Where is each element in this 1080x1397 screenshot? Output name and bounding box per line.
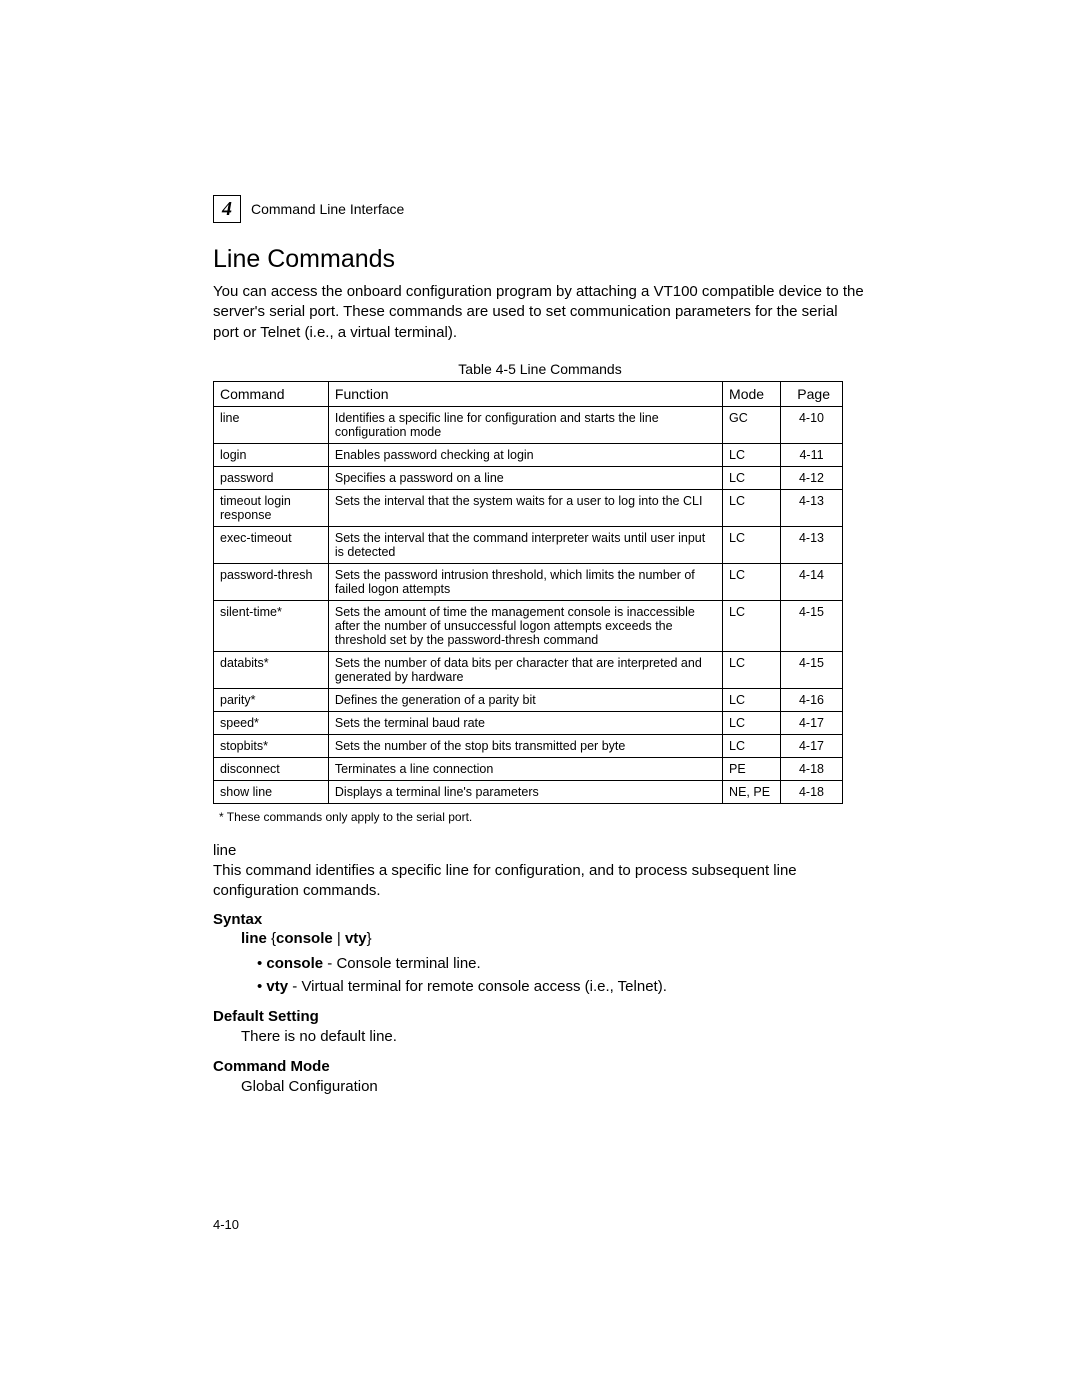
table-row: exec-timeoutSets the interval that the c… (214, 526, 843, 563)
cell-function: Identifies a specific line for configura… (328, 406, 722, 443)
cell-command: databits* (214, 651, 329, 688)
table-row: silent-time*Sets the amount of time the … (214, 600, 843, 651)
line-commands-table: Command Function Mode Page lineIdentifie… (213, 381, 843, 804)
table-row: parity*Defines the generation of a parit… (214, 688, 843, 711)
cell-page: 4-13 (781, 526, 843, 563)
cell-page: 4-12 (781, 466, 843, 489)
cell-mode: LC (723, 651, 781, 688)
cell-command: silent-time* (214, 600, 329, 651)
table-row: password-threshSets the password intrusi… (214, 563, 843, 600)
table-row: speed*Sets the terminal baud rateLC4-17 (214, 711, 843, 734)
syntax-bullet: vty - Virtual terminal for remote consol… (257, 976, 867, 999)
col-function: Function (328, 381, 722, 406)
syntax-brace-close: } (367, 930, 372, 947)
syntax-line: line {console | vty} (241, 930, 867, 947)
cell-mode: PE (723, 757, 781, 780)
command-mode-label: Command Mode (213, 1058, 867, 1075)
cell-command: stopbits* (214, 734, 329, 757)
cell-command: speed* (214, 711, 329, 734)
col-page: Page (781, 381, 843, 406)
table-footnote: * These commands only apply to the seria… (219, 810, 867, 824)
chapter-number-box: 4 (213, 195, 241, 223)
table-header-row: Command Function Mode Page (214, 381, 843, 406)
cell-function: Enables password checking at login (328, 443, 722, 466)
cell-page: 4-13 (781, 489, 843, 526)
cell-command: disconnect (214, 757, 329, 780)
cell-command: exec-timeout (214, 526, 329, 563)
cell-function: Terminates a line connection (328, 757, 722, 780)
default-setting-text: There is no default line. (241, 1027, 867, 1047)
cell-function: Displays a terminal line's parameters (328, 780, 722, 803)
chapter-title: Command Line Interface (251, 201, 404, 217)
cell-page: 4-18 (781, 780, 843, 803)
cell-mode: LC (723, 563, 781, 600)
table-row: databits*Sets the number of data bits pe… (214, 651, 843, 688)
cell-page: 4-15 (781, 600, 843, 651)
cell-command: password-thresh (214, 563, 329, 600)
cell-function: Sets the terminal baud rate (328, 711, 722, 734)
cell-command: line (214, 406, 329, 443)
cell-command: parity* (214, 688, 329, 711)
cell-mode: LC (723, 688, 781, 711)
cell-function: Sets the interval that the command inter… (328, 526, 722, 563)
cell-mode: LC (723, 526, 781, 563)
page-number: 4-10 (213, 1217, 239, 1232)
cell-mode: GC (723, 406, 781, 443)
document-page: 4 Command Line Interface Line Commands Y… (0, 0, 1080, 1397)
cell-command: password (214, 466, 329, 489)
default-setting-label: Default Setting (213, 1008, 867, 1025)
cell-page: 4-18 (781, 757, 843, 780)
syntax-opt-console: console (276, 930, 333, 947)
syntax-opt-vty: vty (345, 930, 367, 947)
table-row: loginEnables password checking at loginL… (214, 443, 843, 466)
table-row: stopbits*Sets the number of the stop bit… (214, 734, 843, 757)
cell-mode: NE, PE (723, 780, 781, 803)
cell-page: 4-14 (781, 563, 843, 600)
syntax-bullet: console - Console terminal line. (257, 953, 867, 976)
cell-mode: LC (723, 443, 781, 466)
command-description: This command identifies a specific line … (213, 861, 867, 902)
syntax-cmd: line (241, 930, 267, 947)
section-title: Line Commands (213, 245, 867, 274)
cell-mode: LC (723, 734, 781, 757)
cell-function: Defines the generation of a parity bit (328, 688, 722, 711)
cell-page: 4-10 (781, 406, 843, 443)
cell-mode: LC (723, 489, 781, 526)
cell-command: login (214, 443, 329, 466)
cell-function: Sets the number of the stop bits transmi… (328, 734, 722, 757)
syntax-bullets: console - Console terminal line.vty - Vi… (257, 953, 867, 998)
cell-function: Specifies a password on a line (328, 466, 722, 489)
cell-page: 4-15 (781, 651, 843, 688)
cell-mode: LC (723, 600, 781, 651)
section-intro: You can access the onboard configuration… (213, 282, 867, 343)
table-row: passwordSpecifies a password on a lineLC… (214, 466, 843, 489)
cell-command: show line (214, 780, 329, 803)
table-row: lineIdentifies a specific line for confi… (214, 406, 843, 443)
col-mode: Mode (723, 381, 781, 406)
col-command: Command (214, 381, 329, 406)
cell-mode: LC (723, 711, 781, 734)
cell-function: Sets the password intrusion threshold, w… (328, 563, 722, 600)
page-header: 4 Command Line Interface (213, 195, 867, 223)
cell-command: timeout login response (214, 489, 329, 526)
command-name: line (213, 842, 867, 859)
cell-function: Sets the number of data bits per charact… (328, 651, 722, 688)
cell-function: Sets the interval that the system waits … (328, 489, 722, 526)
chapter-number: 4 (222, 198, 232, 221)
cell-page: 4-17 (781, 711, 843, 734)
command-mode-text: Global Configuration (241, 1077, 867, 1097)
table-row: disconnectTerminates a line connectionPE… (214, 757, 843, 780)
table-row: show lineDisplays a terminal line's para… (214, 780, 843, 803)
table-row: timeout login responseSets the interval … (214, 489, 843, 526)
cell-mode: LC (723, 466, 781, 489)
table-caption: Table 4-5 Line Commands (213, 361, 867, 377)
syntax-label: Syntax (213, 911, 867, 928)
cell-page: 4-16 (781, 688, 843, 711)
cell-page: 4-17 (781, 734, 843, 757)
cell-function: Sets the amount of time the management c… (328, 600, 722, 651)
cell-page: 4-11 (781, 443, 843, 466)
